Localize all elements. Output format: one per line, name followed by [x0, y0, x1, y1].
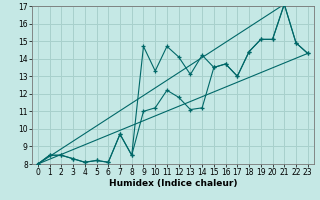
- X-axis label: Humidex (Indice chaleur): Humidex (Indice chaleur): [108, 179, 237, 188]
